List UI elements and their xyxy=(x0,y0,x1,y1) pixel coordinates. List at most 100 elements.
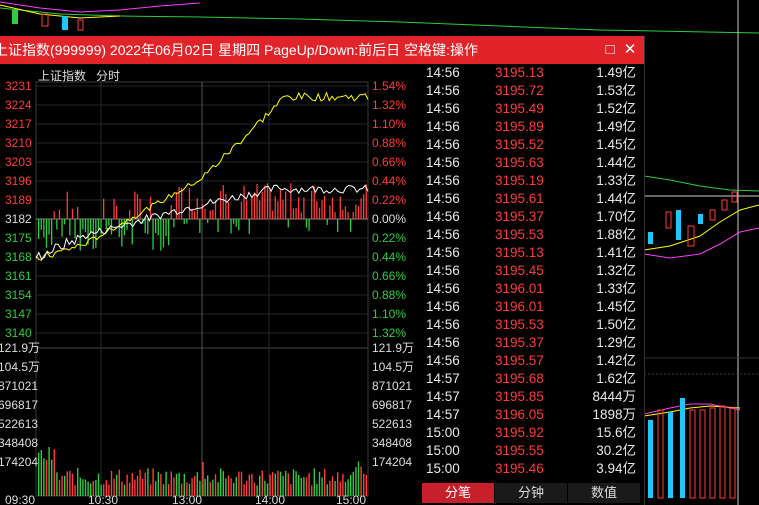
momentum-bar xyxy=(48,219,50,235)
tick-time: 14:56 xyxy=(426,263,460,278)
tick-volume: 1.41亿 xyxy=(596,245,636,260)
popup-title-bar[interactable]: 上证指数(999999) 2022年06月02日 星期四 PageUp/Down… xyxy=(0,36,644,64)
volume-axis-label: 696817 xyxy=(0,398,38,412)
volume-bar xyxy=(58,479,61,496)
momentum-bar xyxy=(227,202,230,219)
percent-axis-label: 1.10% xyxy=(372,307,406,321)
tick-row: 14:56 3195.63 1.44亿 xyxy=(420,154,644,172)
momentum-bar xyxy=(199,219,201,233)
momentum-bar xyxy=(324,195,326,219)
volume-bar xyxy=(264,480,266,496)
tab-minutes[interactable]: 分钟 xyxy=(495,483,567,503)
volume-bar xyxy=(300,477,302,496)
volume-bar xyxy=(243,484,245,496)
tab-ticks[interactable]: 分笔 xyxy=(422,483,494,503)
volume-bar xyxy=(240,471,243,496)
tick-time: 14:56 xyxy=(426,137,460,152)
momentum-bar xyxy=(256,183,258,219)
momentum-bar xyxy=(355,204,357,219)
tick-time: 14:56 xyxy=(426,299,460,314)
volume-bar xyxy=(84,479,87,496)
intraday-chart: 上证指数 分时 3231 3224 3217 3210 3203 3196 3189 3182… xyxy=(0,64,420,505)
volume-bar xyxy=(160,474,162,496)
momentum-bar xyxy=(329,205,331,219)
volume-axis-label: 348408 xyxy=(0,436,38,450)
tick-row: 14:56 3195.37 1.29亿 xyxy=(420,334,644,352)
tick-price: 3196.01 xyxy=(495,299,544,314)
tick-time: 14:57 xyxy=(426,407,460,422)
volume-bar xyxy=(337,472,339,496)
tick-price: 3196.05 xyxy=(495,407,544,422)
tick-price: 3195.37 xyxy=(495,335,544,350)
momentum-bar xyxy=(248,219,250,234)
volume-bar xyxy=(53,449,55,496)
volume-bar xyxy=(194,476,196,496)
time-axis-label: 09:30 xyxy=(5,493,35,505)
intraday-popup-window: 上证指数(999999) 2022年06月02日 星期四 PageUp/Down… xyxy=(0,36,645,505)
close-icon[interactable]: ✕ xyxy=(623,41,637,58)
volume-bar xyxy=(71,473,74,496)
momentum-bar xyxy=(207,219,209,224)
volume-axis-label-right: 348408 xyxy=(372,436,412,450)
volume-bar xyxy=(287,473,289,496)
momentum-bar xyxy=(66,191,68,219)
momentum-bar xyxy=(56,219,58,230)
momentum-bar xyxy=(77,206,79,219)
momentum-bar xyxy=(43,219,45,238)
tick-list: 14:56 3195.13 1.49亿 14:56 3195.72 1.53亿 14:56 3… xyxy=(420,64,644,480)
volume-bar xyxy=(266,483,269,496)
volume-bar xyxy=(121,481,123,496)
volume-bar xyxy=(48,447,50,496)
price-axis-label: 3231 xyxy=(5,79,32,93)
momentum-bar xyxy=(165,219,167,237)
tab-intraday[interactable]: 分时 xyxy=(96,69,121,83)
momentum-bar xyxy=(175,192,178,219)
tick-time: 15:00 xyxy=(426,425,460,440)
tick-row: 14:56 3195.13 1.49亿 xyxy=(420,64,644,82)
tick-row: 14:56 3195.57 1.42亿 xyxy=(420,352,644,370)
momentum-bar xyxy=(331,197,334,219)
volume-bar xyxy=(251,473,253,496)
volume-bar xyxy=(103,484,105,496)
volume-bar xyxy=(212,479,214,496)
tick-time: 14:56 xyxy=(426,335,460,350)
tick-row: 14:56 3195.13 1.41亿 xyxy=(420,244,644,262)
momentum-bar xyxy=(321,200,323,219)
volume-bar xyxy=(105,480,107,496)
momentum-bar xyxy=(300,212,302,219)
momentum-bar xyxy=(191,208,193,219)
volume-bar xyxy=(38,452,40,496)
maximize-icon[interactable]: □ xyxy=(605,41,615,58)
momentum-bar xyxy=(225,193,227,219)
tick-row: 15:00 3195.55 30.2亿 xyxy=(420,442,644,460)
volume-bar xyxy=(365,474,367,496)
tick-price: 3195.46 xyxy=(495,461,544,476)
momentum-bar xyxy=(108,219,110,226)
tick-volume: 15.6亿 xyxy=(596,425,636,440)
volume-bar xyxy=(162,484,165,496)
volume-bar xyxy=(331,476,334,496)
percent-axis-label: 0.22% xyxy=(372,231,406,245)
volume-bar xyxy=(131,473,133,496)
momentum-bar xyxy=(134,191,136,219)
volume-bar xyxy=(64,475,66,496)
tick-time: 14:56 xyxy=(426,173,460,188)
volume-bar xyxy=(45,459,48,496)
volume-bar xyxy=(222,471,224,496)
tab-values[interactable]: 数值 xyxy=(568,483,640,503)
price-axis-label: 3161 xyxy=(5,269,32,283)
momentum-bar xyxy=(136,194,139,219)
volume-bar xyxy=(350,474,352,496)
price-axis-label: 3175 xyxy=(5,231,32,245)
momentum-bar xyxy=(131,219,133,245)
volume-bar xyxy=(82,479,84,496)
volume-bar xyxy=(173,477,175,496)
volume-bar xyxy=(313,468,315,496)
volume-bar xyxy=(259,475,261,496)
tick-time: 15:00 xyxy=(426,443,460,458)
momentum-bar xyxy=(100,219,102,235)
volume-bar xyxy=(100,484,102,496)
tick-row: 15:00 3195.92 15.6亿 xyxy=(420,424,644,442)
volume-bar xyxy=(207,475,209,496)
